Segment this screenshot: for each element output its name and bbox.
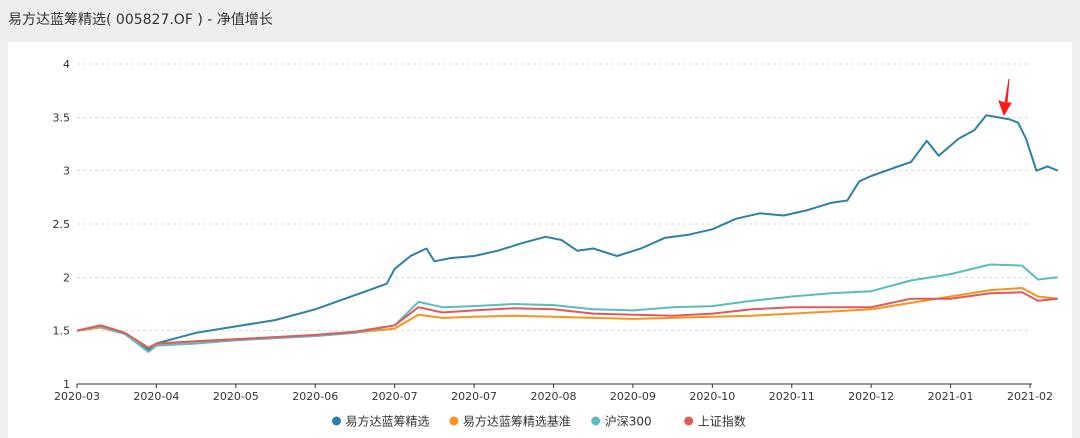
x-tick-label: 2021-01 — [928, 390, 974, 403]
legend-marker — [684, 416, 694, 426]
legend: 易方达蓝筹精选 易方达蓝筹精选基准 沪深300 上证指数 — [332, 414, 746, 429]
x-tick-label: 2020-04 — [133, 390, 179, 403]
red-arrow-icon — [998, 78, 1012, 117]
y-tick-label: 1.5 — [53, 325, 71, 338]
series-lines — [76, 114, 1059, 353]
x-tick-label: 2020-12 — [848, 390, 894, 403]
y-tick-label: 4 — [63, 58, 70, 71]
legend-item-1[interactable]: 易方达蓝筹精选 — [346, 414, 430, 429]
x-tick-label: 2020-09 — [610, 390, 656, 403]
x-tick-label: 2020-08 — [531, 390, 577, 403]
y-tick-label: 2.5 — [53, 218, 71, 231]
series-line-2 — [76, 287, 1058, 349]
legend-marker — [332, 416, 341, 426]
legend-item-2[interactable]: 易方达蓝筹精选基准 — [463, 414, 571, 429]
legend-marker — [591, 416, 601, 426]
x-tick-label: 2020-05 — [213, 390, 259, 403]
legend-marker — [449, 416, 459, 426]
x-tick-label: 2020-06 — [292, 390, 338, 403]
x-tick-label: 2020-11 — [769, 390, 815, 403]
legend-item-4[interactable]: 上证指数 — [698, 414, 746, 429]
chart-panel — [8, 42, 1072, 438]
annotation — [998, 78, 1012, 117]
axes: 1 1.5 2 2.5 3 3.5 4 2020-03 2020-04 2020-05 2020-0… — [53, 58, 1053, 403]
x-tick-label: 2020-07 — [451, 390, 497, 403]
page-header: 易方达蓝筹精选( 005827.OF ) - 净值增长 — [0, 0, 1080, 40]
x-tick-label: 2021-02 — [1007, 390, 1053, 403]
y-tick-label: 3 — [63, 165, 70, 178]
y-tick-label: 3.5 — [53, 111, 71, 124]
y-tick-label: 2 — [63, 271, 70, 284]
series-line-3 — [76, 263, 1058, 353]
x-tick-label: 2020-07 — [372, 390, 418, 403]
series-line-4 — [76, 291, 1058, 349]
grid-lines — [77, 63, 1030, 332]
legend-item-3[interactable]: 沪深300 — [605, 415, 652, 429]
series-line-1 — [76, 114, 1059, 351]
y-tick-label: 1 — [63, 378, 70, 391]
page-title: 易方达蓝筹精选( 005827.OF ) - 净值增长 — [8, 12, 273, 28]
x-tick-label: 2020-03 — [54, 390, 100, 403]
x-tick-label: 2020-10 — [689, 390, 735, 403]
